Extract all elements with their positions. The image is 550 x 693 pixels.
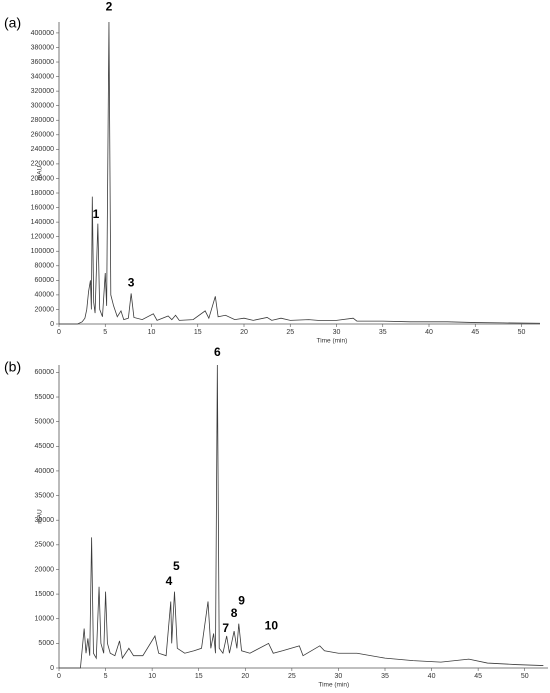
trace xyxy=(59,21,541,325)
x-axis-label: Time (min) xyxy=(316,338,347,345)
peak-label: 7 xyxy=(222,621,229,635)
peak-label: 3 xyxy=(128,275,135,289)
x-tick-label: 40 xyxy=(425,329,433,336)
y-tick-label: 160000 xyxy=(31,204,54,211)
y-tick-label: 400000 xyxy=(31,30,54,37)
y-tick-label: 100000 xyxy=(31,248,54,255)
y-tick-label: 15000 xyxy=(35,591,55,598)
y-tick-label: 260000 xyxy=(31,132,54,139)
y-tick-label: 80000 xyxy=(35,263,55,270)
y-tick-label: 10000 xyxy=(35,616,55,623)
x-tick-label: 25 xyxy=(286,329,294,336)
y-tick-label: 0 xyxy=(50,321,54,328)
y-tick-label: 5000 xyxy=(38,640,54,647)
y-tick-label: 60000 xyxy=(35,369,55,376)
y-tick-label: 40000 xyxy=(35,292,55,299)
y-tick-label: 320000 xyxy=(31,88,54,95)
peak-label: 1 xyxy=(93,207,100,221)
y-tick-label: 180000 xyxy=(31,190,54,197)
y-tick-label: 140000 xyxy=(31,219,54,226)
y-tick-label: 20000 xyxy=(35,306,55,313)
y-tick-label: 280000 xyxy=(31,117,54,124)
y-tick-label: 30000 xyxy=(35,517,55,524)
y-tick-label: 0 xyxy=(50,665,54,672)
y-tick-label: 240000 xyxy=(31,146,54,153)
x-tick-label: 25 xyxy=(288,673,296,680)
x-tick-label: 5 xyxy=(103,329,107,336)
y-tick-label: 35000 xyxy=(35,492,55,499)
peak-label: 5 xyxy=(173,559,180,573)
y-axis-label: mAU xyxy=(37,165,44,180)
y-tick-label: 340000 xyxy=(31,73,54,80)
x-tick-label: 50 xyxy=(518,329,526,336)
y-tick-label: 45000 xyxy=(35,443,55,450)
x-tick-label: 10 xyxy=(148,329,156,336)
y-tick-label: 360000 xyxy=(31,59,54,66)
x-tick-label: 45 xyxy=(474,673,482,680)
x-tick-label: 50 xyxy=(521,673,529,680)
x-axis-label: Time (min) xyxy=(318,682,349,689)
peak-label: 2 xyxy=(106,0,113,14)
x-tick-label: 30 xyxy=(335,673,343,680)
y-tick-label: 60000 xyxy=(35,277,55,284)
x-tick-label: 0 xyxy=(57,673,61,680)
y-tick-label: 25000 xyxy=(35,542,55,549)
x-tick-label: 20 xyxy=(240,329,248,336)
x-tick-label: 10 xyxy=(148,673,156,680)
x-tick-label: 15 xyxy=(195,673,203,680)
y-tick-label: 50000 xyxy=(35,419,55,426)
x-tick-label: 30 xyxy=(333,329,341,336)
x-tick-label: 0 xyxy=(57,329,61,336)
x-tick-label: 35 xyxy=(379,329,387,336)
x-tick-label: 20 xyxy=(241,673,249,680)
x-tick-label: 5 xyxy=(104,673,108,680)
peak-label: 8 xyxy=(231,606,238,620)
peak-label: 10 xyxy=(265,618,279,632)
peak-label: 6 xyxy=(214,345,221,359)
y-tick-label: 20000 xyxy=(35,566,55,573)
y-tick-label: 55000 xyxy=(35,394,55,401)
y-tick-label: 380000 xyxy=(31,44,54,51)
y-tick-label: 220000 xyxy=(31,161,54,168)
y-tick-label: 300000 xyxy=(31,103,54,110)
peak-label: 4 xyxy=(166,574,173,588)
peak-label: 9 xyxy=(238,594,245,608)
y-tick-label: 120000 xyxy=(31,234,54,241)
trace xyxy=(59,364,544,669)
x-tick-label: 45 xyxy=(471,329,479,336)
x-tick-label: 15 xyxy=(194,329,202,336)
panel-label: (a) xyxy=(4,15,21,31)
x-tick-label: 40 xyxy=(428,673,436,680)
panel-label: (b) xyxy=(4,359,21,375)
y-tick-label: 200000 xyxy=(31,175,54,182)
y-axis-label: mAU xyxy=(37,509,44,524)
y-tick-label: 40000 xyxy=(35,468,55,475)
x-tick-label: 35 xyxy=(381,673,389,680)
